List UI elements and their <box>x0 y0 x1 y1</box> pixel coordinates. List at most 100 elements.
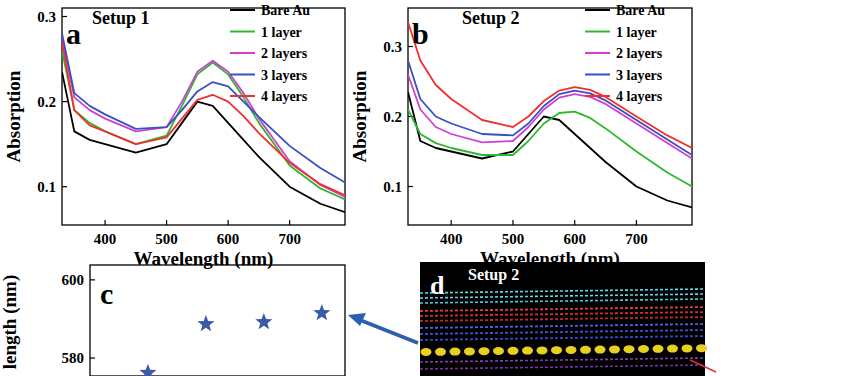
panel-title: Setup 1 <box>92 8 150 28</box>
x-tick-label: 600 <box>217 231 240 247</box>
x-tick-label: 500 <box>155 231 178 247</box>
y-tick-label: 0.1 <box>383 179 402 195</box>
legend-label: 1 layer <box>616 25 657 40</box>
gold-atom <box>537 346 548 354</box>
legend-label: 2 layers <box>616 46 663 61</box>
gold-atom <box>522 347 533 355</box>
y-tick-label: 0.3 <box>383 39 402 55</box>
x-tick-label: 500 <box>502 231 525 247</box>
gold-atom <box>551 346 562 354</box>
illustration-background <box>420 262 705 376</box>
figure: 400 500 600 700 0.1 0.2 0.3 Wavelength (nm) Abso… <box>0 0 850 376</box>
data-point <box>139 364 156 376</box>
panel-label: d <box>430 271 445 300</box>
x-tick-label: 400 <box>94 231 117 247</box>
legend-swatch <box>585 9 610 11</box>
x-tick <box>228 220 229 225</box>
panel-label: c <box>100 277 113 310</box>
series-line <box>408 22 692 148</box>
legend-label: 1 layer <box>261 25 302 40</box>
series-line <box>408 92 692 208</box>
legend-label: Bare Au <box>616 3 665 18</box>
y-tick-label: 0.2 <box>37 94 56 110</box>
panel-title: Setup 2 <box>468 266 519 284</box>
plot-frame <box>408 8 692 225</box>
gold-atom <box>566 346 577 354</box>
pointer-arrow <box>360 320 418 343</box>
series-line <box>62 72 345 212</box>
legend-label: 3 layers <box>261 68 308 83</box>
y-axis-label: length (nm) <box>0 275 21 369</box>
gold-atom <box>450 348 461 356</box>
atomic-layer <box>420 289 705 293</box>
plot-frame <box>62 8 345 225</box>
x-axis-label: Wavelength (nm) <box>134 248 274 270</box>
atomic-layer <box>420 299 705 303</box>
x-tick-label: 600 <box>563 231 586 247</box>
pointer-arrow <box>690 360 716 372</box>
x-tick-label: 400 <box>440 231 463 247</box>
plot-marks <box>139 304 330 376</box>
atomic-layer <box>420 307 705 311</box>
y-tick <box>90 279 95 280</box>
y-axis-label: Absorption <box>3 70 24 162</box>
y-tick <box>62 186 67 187</box>
gold-atom <box>696 344 707 352</box>
y-tick-label: 0.3 <box>37 9 56 25</box>
gold-atom <box>464 347 475 355</box>
y-tick <box>90 357 95 358</box>
legend-label: Bare Au <box>261 3 310 18</box>
legend-swatch <box>230 95 255 97</box>
legend-label: 4 layers <box>261 89 308 104</box>
series-line <box>408 75 692 159</box>
x-tick-label: 700 <box>278 231 301 247</box>
atomic-layer <box>420 317 705 321</box>
legend-swatch <box>585 31 610 33</box>
background <box>0 0 850 376</box>
gold-atom <box>595 346 606 354</box>
atomic-layer <box>420 336 705 340</box>
y-tick-label: 0.1 <box>37 179 56 195</box>
y-tick-label: 600 <box>62 272 85 288</box>
series-line <box>62 51 345 200</box>
y-tick-label: 0.2 <box>383 109 402 125</box>
plot-marks <box>62 34 345 213</box>
atomic-layer <box>420 365 705 369</box>
x-tick <box>289 220 290 225</box>
y-tick <box>408 186 413 187</box>
data-point <box>313 304 330 320</box>
atomic-layer <box>420 330 705 334</box>
gold-atom <box>682 344 693 352</box>
gold-atom <box>508 347 519 355</box>
gold-atom <box>479 347 490 355</box>
gold-atom <box>638 345 649 353</box>
gold-atom <box>667 345 678 353</box>
legend-swatch <box>585 74 610 76</box>
y-tick-label: 580 <box>62 350 85 366</box>
legend-swatch <box>230 52 255 54</box>
atomic-layer <box>420 324 705 328</box>
x-tick <box>104 220 105 225</box>
gold-atom <box>421 348 432 356</box>
gold-atom <box>624 345 635 353</box>
legend-swatch <box>230 74 255 76</box>
structure-illustration <box>420 262 707 376</box>
legend-swatch <box>585 95 610 97</box>
y-tick <box>62 101 67 102</box>
gold-atom <box>435 348 446 356</box>
atomic-layer <box>420 294 705 298</box>
x-tick <box>451 220 452 225</box>
plot-marks <box>408 22 692 208</box>
legend-swatch <box>585 52 610 54</box>
x-tick-label: 700 <box>625 231 648 247</box>
data-point <box>255 313 272 329</box>
legend-swatch <box>230 9 255 11</box>
x-tick <box>636 220 637 225</box>
gold-atom <box>653 345 664 353</box>
panel-label: b <box>412 17 429 50</box>
panel-title: Setup 2 <box>462 8 520 28</box>
gold-atom <box>580 346 591 354</box>
gold-atom <box>609 345 620 353</box>
data-point <box>197 315 214 331</box>
legend-label: 4 layers <box>616 89 663 104</box>
